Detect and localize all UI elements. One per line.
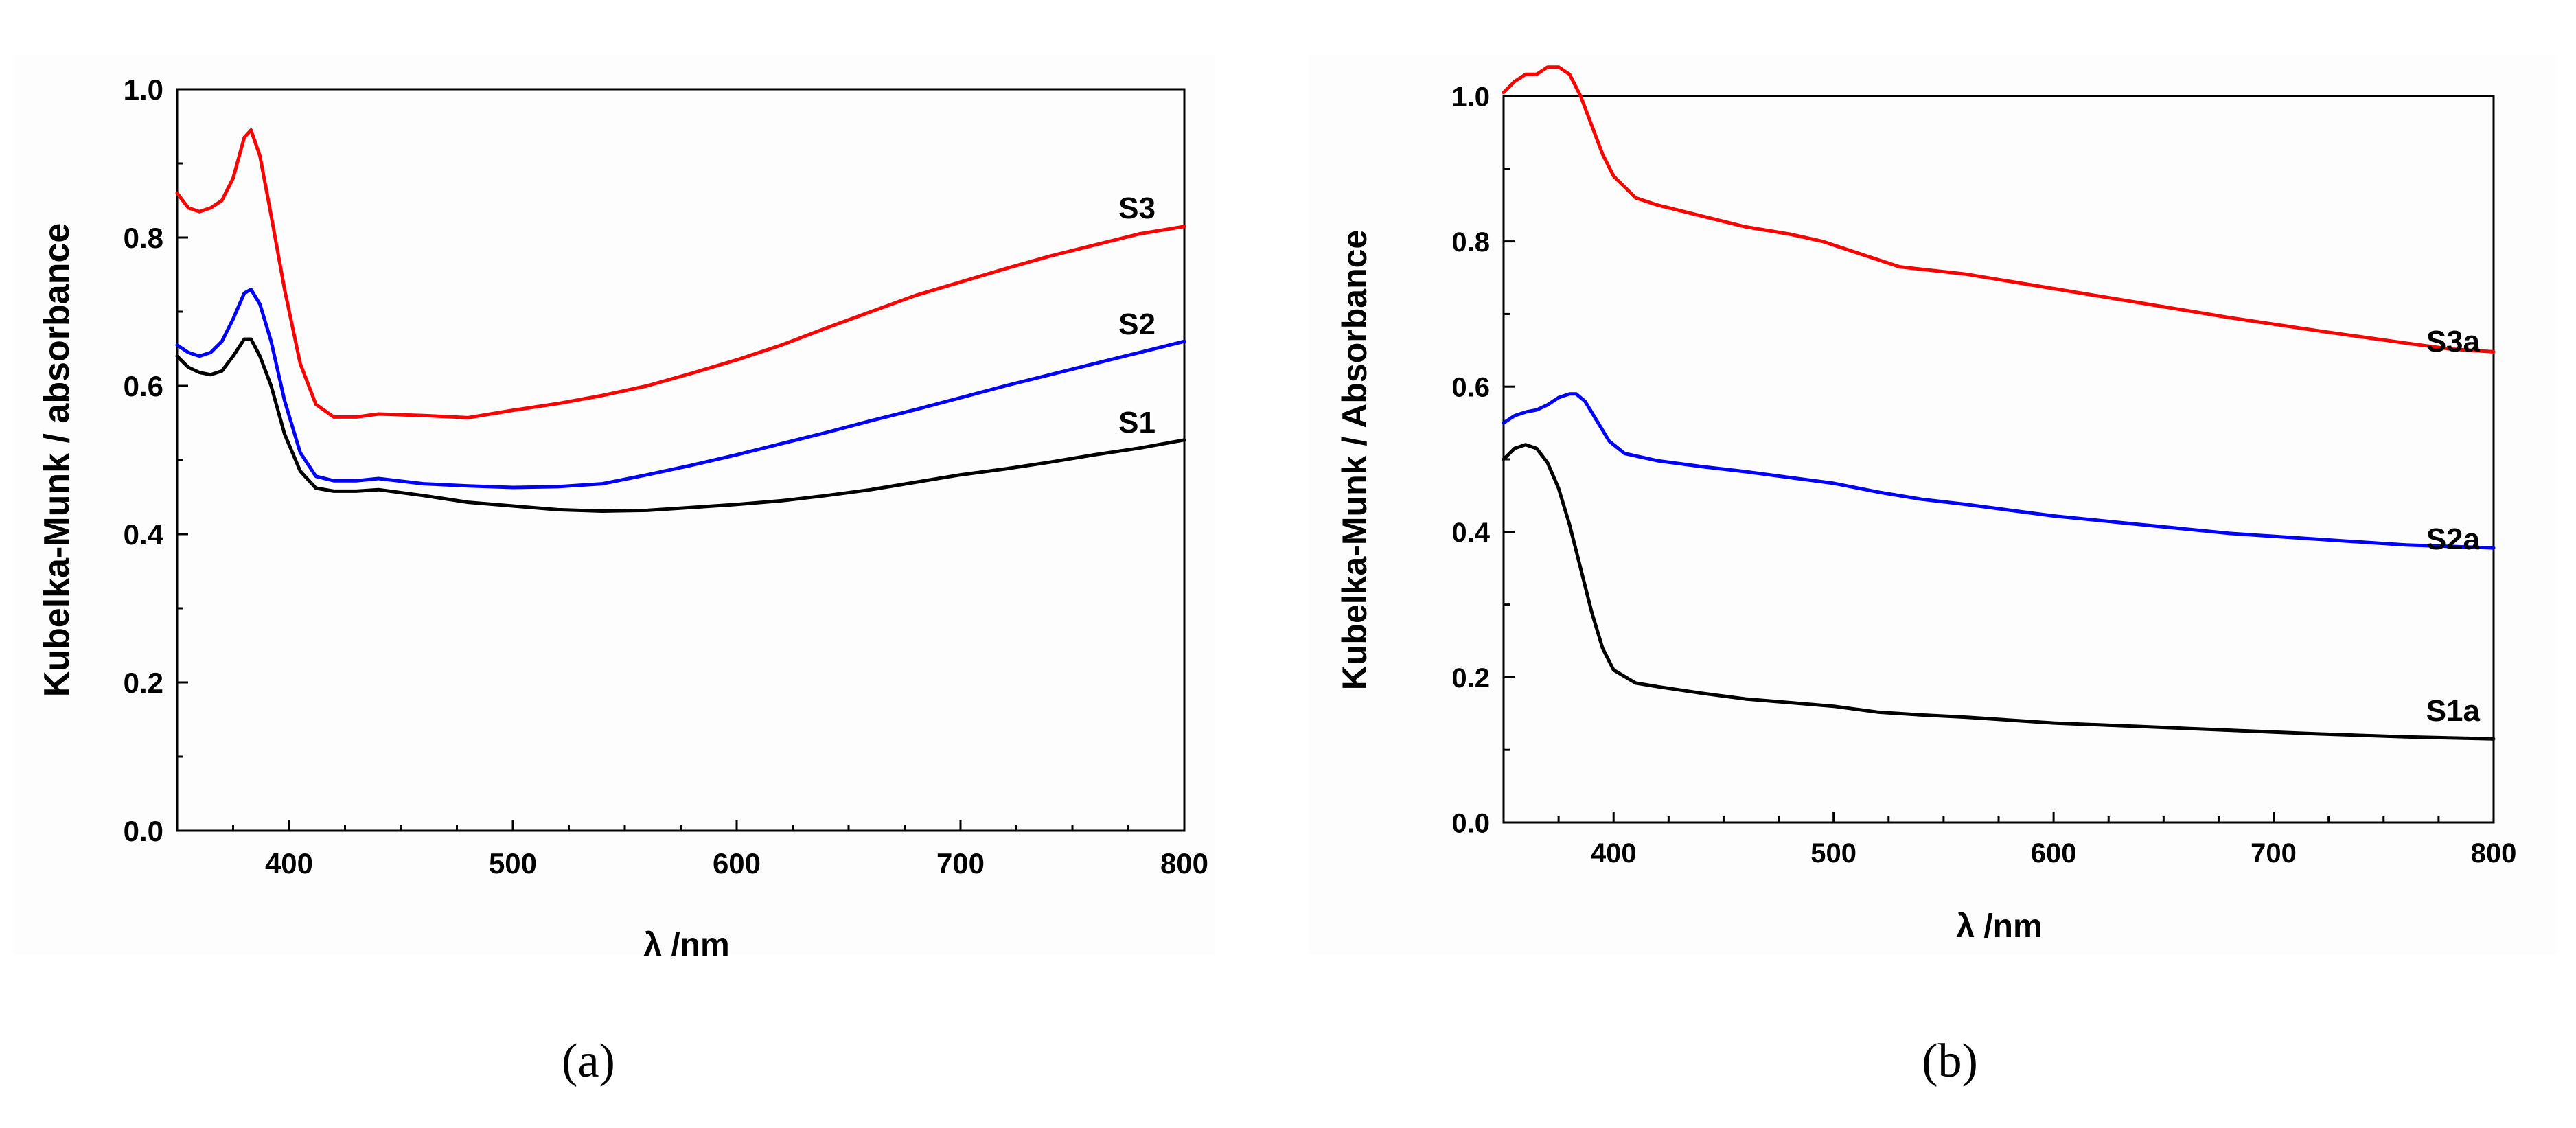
- panel-b-background: [1308, 55, 2557, 954]
- x-tick-label-b: 600: [2031, 838, 2077, 868]
- y-axis-title-b: Kubelka-Munk / Absorbance: [1335, 230, 1374, 690]
- x-tick-label-a: 600: [713, 847, 761, 879]
- series-label-s3: S3: [1118, 192, 1155, 225]
- x-tick-label-a: 800: [1160, 847, 1208, 879]
- series-label-s3a: S3a: [2426, 325, 2481, 358]
- panel-b-caption: (b): [1922, 1035, 1978, 1087]
- y-tick-label-b: 1.0: [1451, 82, 1490, 112]
- panel-a-background: [14, 55, 1215, 954]
- x-tick-label-b: 400: [1591, 838, 1637, 868]
- x-tick-label-a: 700: [936, 847, 985, 879]
- x-axis-title-b: λ /nm: [1956, 908, 2042, 945]
- y-tick-label-b: 0.4: [1451, 518, 1490, 548]
- series-label-s2a: S2a: [2426, 522, 2481, 556]
- series-line-s2: [175, 288, 1186, 490]
- y-axis-title-a: Kubelka-Munk / absorbance: [37, 223, 77, 698]
- y-tick-label-a: 0.0: [124, 815, 163, 847]
- series-label-s1: S1: [1118, 406, 1155, 439]
- y-tick-label-a: 1.0: [124, 73, 163, 106]
- series-line-s1: [175, 337, 1186, 513]
- x-tick-label-a: 500: [489, 847, 537, 879]
- series-line-s3a: [1502, 65, 2496, 354]
- x-tick-label-b: 700: [2251, 838, 2297, 868]
- series-label-s1a: S1a: [2426, 694, 2481, 728]
- series-label-s2: S2: [1118, 308, 1155, 341]
- y-tick-label-b: 0.8: [1451, 227, 1490, 257]
- x-tick-label-a: 400: [265, 847, 313, 879]
- y-tick-label-b: 0.0: [1451, 808, 1490, 838]
- series-line-s2a: [1502, 392, 2496, 550]
- series-line-s1a: [1502, 443, 2496, 741]
- x-tick-label-b: 800: [2471, 838, 2517, 868]
- y-tick-label-a: 0.8: [124, 222, 163, 254]
- y-tick-label-b: 0.2: [1451, 663, 1490, 693]
- chart-panel-b: 400 500 600 700 800 0.0 0.2 0.4 0.6 0.8 1.0 λ /nm Ku…: [1335, 65, 2517, 945]
- panel-a-caption: (a): [562, 1035, 615, 1087]
- series-line-s3: [175, 128, 1186, 419]
- y-tick-label-a: 0.6: [124, 370, 163, 402]
- y-tick-label-a: 0.4: [124, 518, 164, 551]
- x-axis-title-a: λ /nm: [643, 927, 729, 963]
- x-tick-label-b: 500: [1810, 838, 1856, 868]
- chart-panel-a: 400 500 600 700 800 0.0 0.2 0.4 0.6 0.8 1.0 λ /nm Ku…: [37, 73, 1208, 963]
- y-tick-label-a: 0.2: [124, 667, 163, 699]
- y-tick-label-b: 0.6: [1451, 373, 1490, 403]
